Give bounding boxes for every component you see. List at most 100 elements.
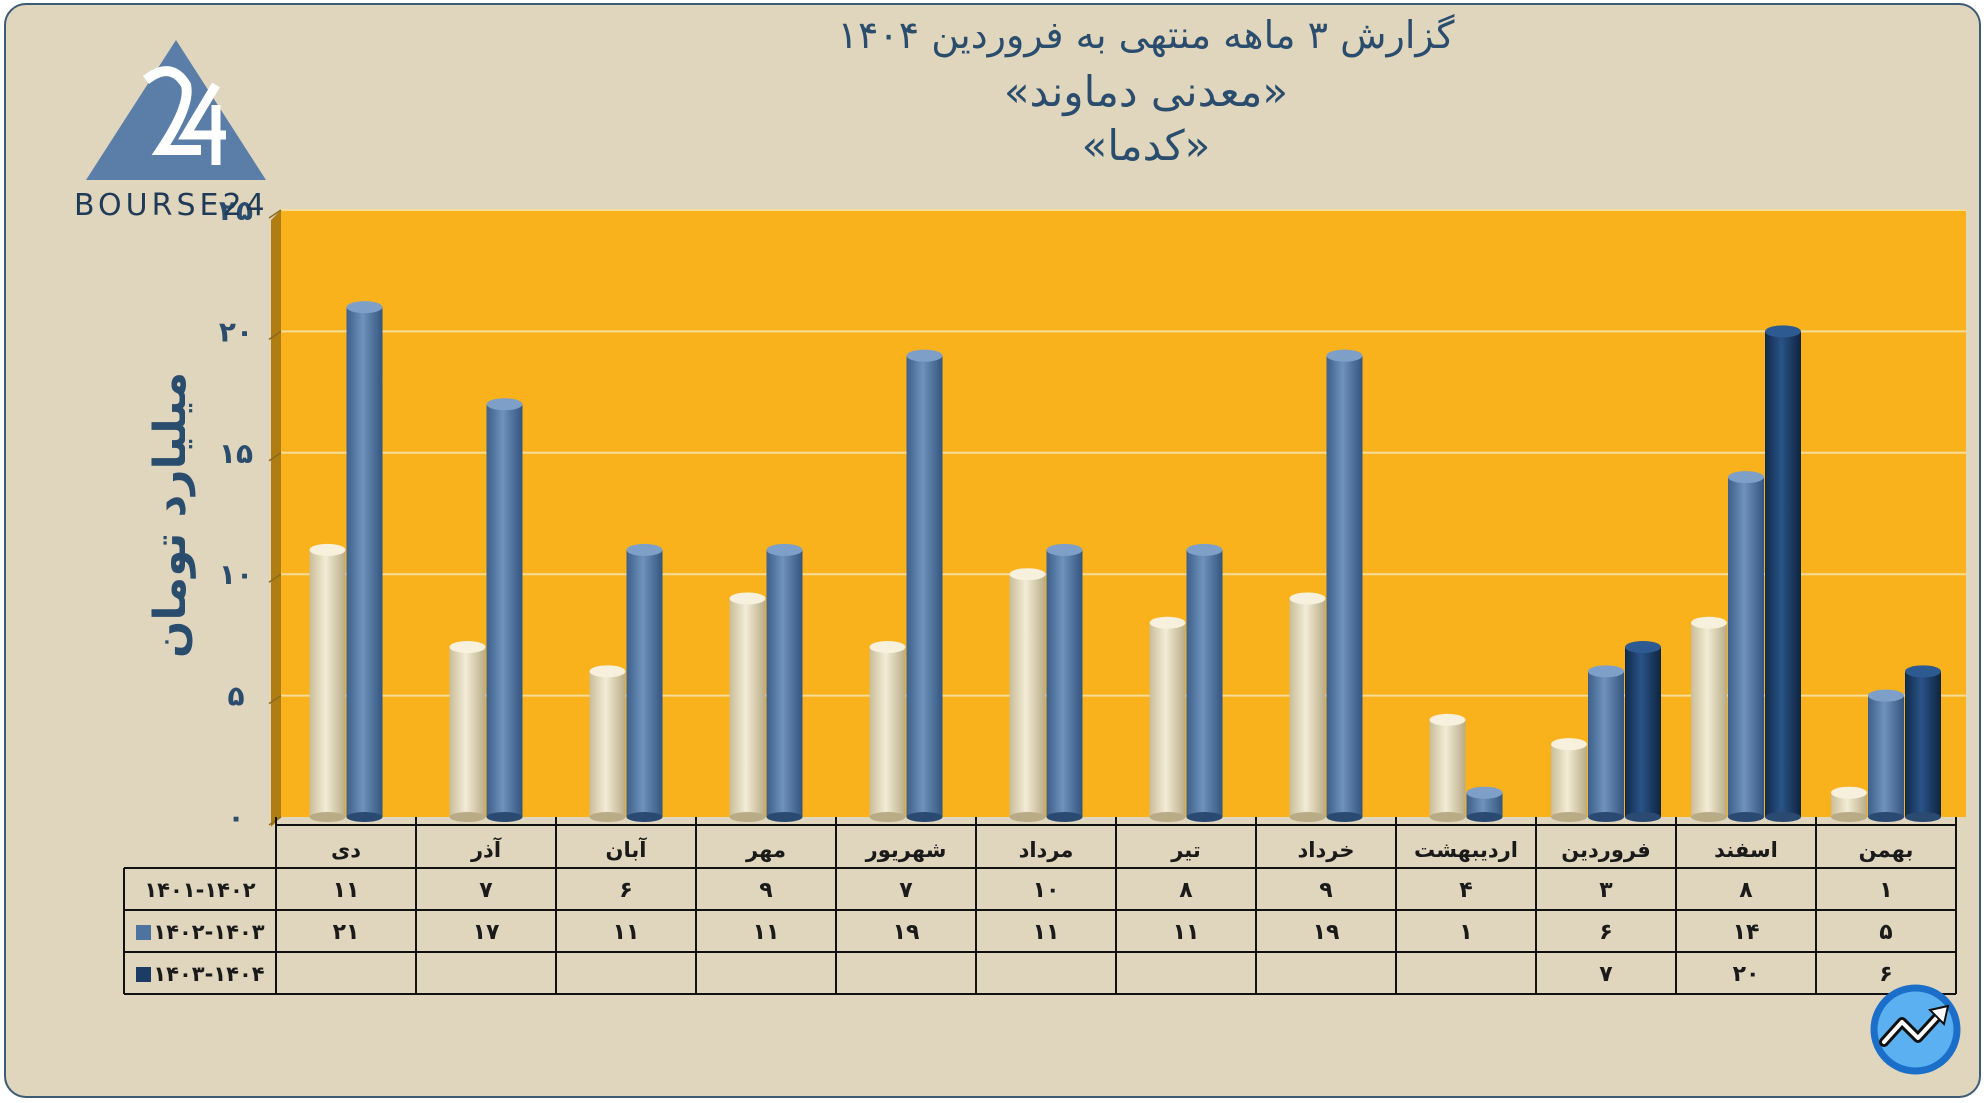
data-label: ۲۰ — [1733, 962, 1760, 987]
bar — [1186, 549, 1223, 817]
bar-base — [486, 812, 523, 822]
bar — [1149, 622, 1186, 817]
category-label: مهر — [745, 838, 786, 862]
bar-top — [1868, 689, 1904, 702]
category-label: خرداد — [1298, 838, 1355, 862]
bar-base — [1009, 812, 1046, 822]
series-name: ۱۴۰۲-۱۴۰۳ — [153, 920, 264, 944]
chart-card: ۰ ۵ ۱۰ ۱۵ ۲۰ ۲۵ بهمن اسفند فروردین اردیبهشت خرداد ت… — [4, 3, 1981, 1098]
category-label: آبان — [606, 837, 648, 862]
bar — [1905, 671, 1941, 817]
series-name: ۱۴۰۳-۱۴۰۴ — [153, 962, 264, 986]
bar-top — [1905, 665, 1941, 678]
data-label: ۸ — [1739, 878, 1753, 903]
plot-area — [281, 210, 1966, 817]
bar-top — [1289, 592, 1326, 605]
bar — [486, 404, 523, 817]
bar — [1046, 549, 1083, 817]
logo-text: BOURSE24 — [74, 188, 269, 223]
data-label: ۲۱ — [333, 920, 360, 945]
bar — [869, 647, 906, 817]
chart-subtitle-company: «معدنی دماوند» — [1003, 67, 1289, 116]
data-label: ۷ — [479, 878, 493, 903]
bar-base — [1289, 812, 1326, 822]
bar-base — [1326, 812, 1363, 822]
bar-base — [1429, 812, 1466, 822]
category-label: تیر — [1170, 838, 1201, 862]
bar — [1551, 744, 1587, 817]
bar-top — [1009, 568, 1046, 581]
bar-top — [869, 641, 906, 654]
bar-base — [1466, 812, 1503, 822]
bar-top — [1466, 786, 1503, 799]
bar-base — [1149, 812, 1186, 822]
bar — [906, 355, 943, 817]
plot-side-wall — [271, 210, 281, 827]
category-label: بهمن — [1859, 838, 1914, 862]
bar-base — [1728, 812, 1764, 822]
data-label: ۳ — [1599, 878, 1613, 903]
data-label: ۱۰ — [1033, 878, 1060, 903]
y-tick-mark — [268, 330, 282, 341]
chart-title: گزارش ۳ ماهه منتهی به فروردین ۱۴۰۴ — [837, 13, 1455, 57]
bar-top — [1765, 325, 1801, 338]
bar — [1289, 598, 1326, 817]
data-label: ۵ — [1879, 920, 1892, 945]
data-label: ۶ — [1599, 920, 1612, 945]
trend-arrow-icon — [1870, 984, 1961, 1075]
bar — [1326, 355, 1363, 817]
data-label: ۹ — [1319, 878, 1332, 903]
bar-base — [1868, 812, 1904, 822]
data-label: ۷ — [1599, 962, 1613, 987]
data-label: ۱۱ — [1033, 920, 1060, 945]
bar-top — [1728, 471, 1764, 484]
bar-base — [1186, 812, 1223, 822]
bar-base — [906, 812, 943, 822]
bar-base — [1625, 812, 1661, 822]
data-label: ۱۴ — [1733, 920, 1760, 945]
y-tick-label: ۵ — [227, 680, 244, 713]
bar-top — [346, 301, 383, 314]
bar — [1625, 647, 1661, 817]
bar — [1691, 622, 1727, 817]
bar — [766, 549, 803, 817]
data-label: ۶ — [619, 878, 632, 903]
data-label: ۱۱ — [1173, 920, 1200, 945]
bar-top — [1625, 641, 1661, 654]
bar-base — [1691, 812, 1727, 822]
bar — [1868, 695, 1904, 817]
y-tick-mark — [268, 573, 282, 583]
bar — [1009, 574, 1046, 817]
data-label: ۴ — [1459, 878, 1472, 903]
bar — [729, 598, 766, 817]
bar — [1728, 477, 1764, 817]
bar-base — [1046, 812, 1083, 822]
category-label: دی — [331, 838, 361, 862]
bar-top — [1326, 349, 1363, 362]
bar-top — [1046, 543, 1083, 556]
y-tick-label: ۱۰ — [219, 558, 253, 591]
bourse24-logo — [86, 40, 266, 180]
bar-top — [309, 543, 346, 556]
bar-base — [449, 812, 486, 822]
bar — [346, 307, 383, 817]
bar-top — [1551, 738, 1587, 751]
y-tick-label: ۱۵ — [219, 437, 253, 470]
data-label: ۱ — [1459, 920, 1472, 945]
y-axis-label: میلیارد تومان — [145, 371, 196, 659]
category-label: شهریور — [865, 838, 947, 862]
bar — [1429, 719, 1466, 817]
data-label: ۱ — [1879, 878, 1892, 903]
bar — [1588, 671, 1624, 817]
data-label: ۱۱ — [333, 878, 360, 903]
bar — [1765, 331, 1801, 817]
y-tick-label: ۰ — [227, 801, 244, 834]
data-label: ۱۹ — [893, 920, 920, 945]
bar-base — [589, 812, 626, 822]
bar-top — [1831, 786, 1867, 799]
bar — [589, 671, 626, 817]
data-label: ۶ — [1879, 962, 1892, 987]
bar-top — [1149, 616, 1186, 629]
bar-base — [1588, 812, 1624, 822]
data-label: ۱۱ — [613, 920, 640, 945]
